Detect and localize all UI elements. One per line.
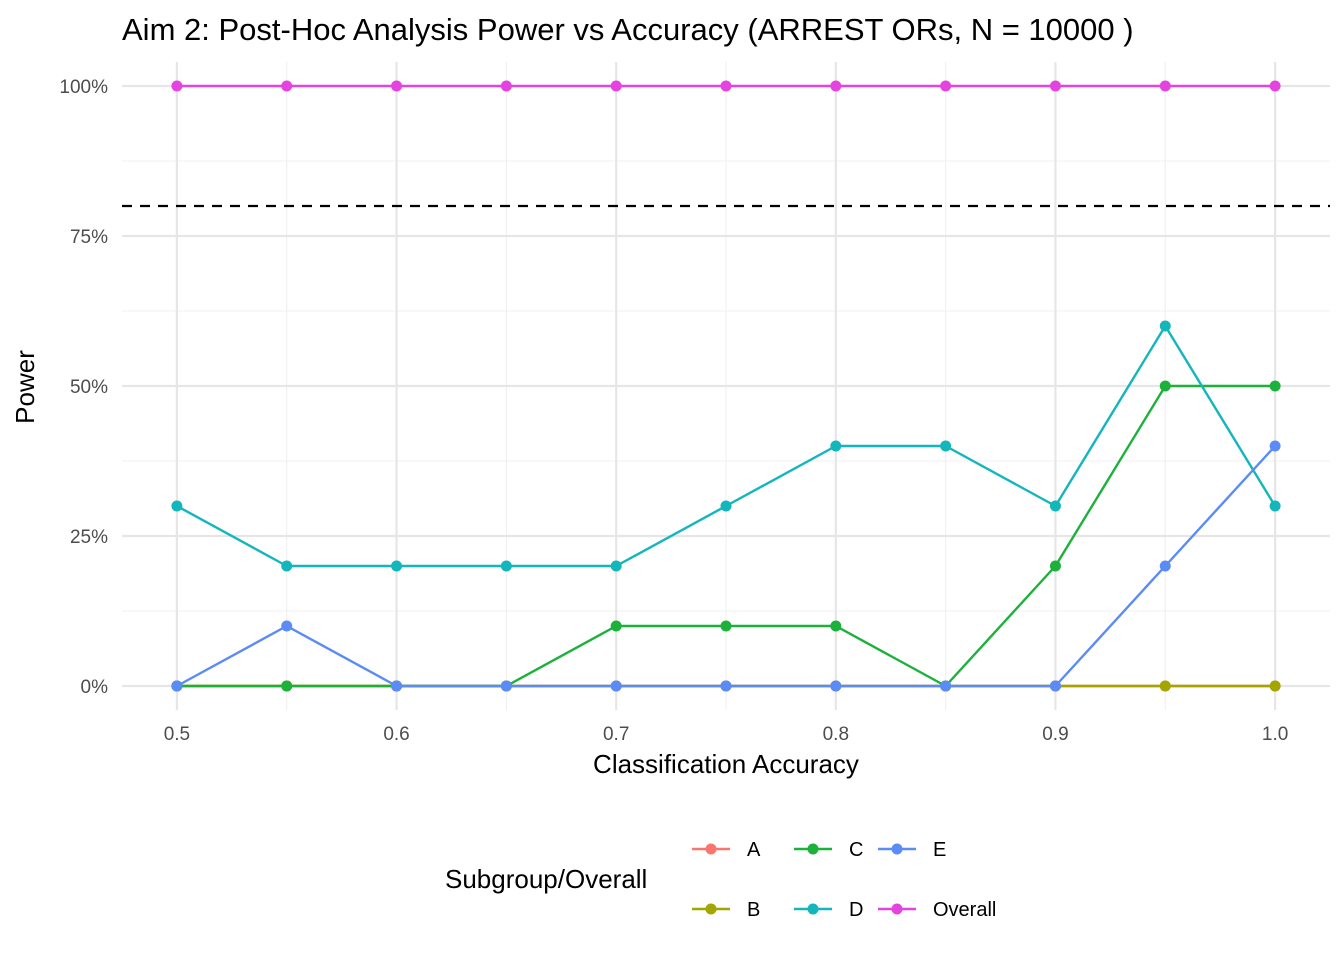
data-point-d <box>830 440 842 452</box>
y-tick-label: 75% <box>70 227 108 248</box>
series-group <box>171 80 1281 692</box>
data-point-d <box>281 560 293 572</box>
x-tick-label: 0.9 <box>1042 724 1068 745</box>
data-point-overall <box>281 80 293 92</box>
data-point-overall <box>720 80 732 92</box>
data-point-e <box>1269 440 1281 452</box>
legend-label: C <box>849 839 863 861</box>
data-point-e <box>1049 680 1061 692</box>
x-tick-label: 1.0 <box>1262 724 1288 745</box>
data-point-e <box>610 680 622 692</box>
series-e <box>171 440 1281 692</box>
legend-key-point <box>807 903 819 915</box>
major-gridlines <box>122 62 1330 710</box>
data-point-e <box>940 680 952 692</box>
data-point-d <box>500 560 512 572</box>
data-point-e <box>171 680 183 692</box>
data-point-overall <box>500 80 512 92</box>
y-tick-label: 25% <box>70 527 108 548</box>
legend-key-point <box>705 903 717 915</box>
data-point-d <box>1269 500 1281 512</box>
y-axis-title: Power <box>10 350 40 424</box>
data-point-d <box>1049 500 1061 512</box>
data-point-c <box>1269 380 1281 392</box>
data-point-e <box>1159 560 1171 572</box>
legend-key-point <box>891 843 903 855</box>
data-point-d <box>940 440 952 452</box>
series-d <box>171 320 1281 572</box>
y-tick-label: 0% <box>81 677 109 698</box>
legend-key-point <box>705 843 717 855</box>
data-point-d <box>391 560 403 572</box>
legend-label: E <box>933 839 946 861</box>
data-point-overall <box>610 80 622 92</box>
data-point-overall <box>1159 80 1171 92</box>
legend-item-e: E <box>878 839 946 861</box>
data-point-e <box>830 680 842 692</box>
data-point-c <box>1049 560 1061 572</box>
y-tick-labels: 0% 25% 50% 75% 100% <box>59 77 108 698</box>
data-point-e <box>720 680 732 692</box>
data-point-c <box>1159 380 1171 392</box>
series-overall <box>171 80 1281 92</box>
data-point-d <box>610 560 622 572</box>
data-point-c <box>830 620 842 632</box>
legend-label: B <box>747 899 760 921</box>
x-tick-label: 0.6 <box>383 724 409 745</box>
legend-item-a: A <box>692 839 761 861</box>
data-point-b <box>1269 680 1281 692</box>
data-point-overall <box>1049 80 1061 92</box>
data-point-overall <box>1269 80 1281 92</box>
x-tick-label: 0.8 <box>823 724 849 745</box>
legend-title: Subgroup/Overall <box>445 864 647 894</box>
y-tick-label: 100% <box>59 77 108 98</box>
data-point-c <box>720 620 732 632</box>
x-tick-label: 0.5 <box>164 724 190 745</box>
data-point-overall <box>830 80 842 92</box>
legend-label: Overall <box>933 899 996 921</box>
data-point-c <box>281 680 293 692</box>
x-axis-title: Classification Accuracy <box>593 749 859 779</box>
data-point-e <box>500 680 512 692</box>
legend-label: A <box>747 839 761 861</box>
data-point-overall <box>391 80 403 92</box>
legend-key-point <box>807 843 819 855</box>
legend-label: D <box>849 899 863 921</box>
x-tick-labels: 0.5 0.6 0.7 0.8 0.9 1.0 <box>164 724 1289 745</box>
legend-item-c: C <box>794 839 863 861</box>
data-point-d <box>171 500 183 512</box>
legend-item-d: D <box>794 899 863 921</box>
data-point-d <box>720 500 732 512</box>
x-tick-label: 0.7 <box>603 724 629 745</box>
data-point-d <box>1159 320 1171 332</box>
legend-item-overall: Overall <box>878 899 996 921</box>
data-point-e <box>281 620 293 632</box>
legend-key-point <box>891 903 903 915</box>
data-point-overall <box>171 80 183 92</box>
y-tick-label: 50% <box>70 377 108 398</box>
data-point-b <box>1159 680 1171 692</box>
data-point-e <box>391 680 403 692</box>
legend-item-b: B <box>692 899 760 921</box>
chart-title: Aim 2: Post-Hoc Analysis Power vs Accura… <box>122 12 1134 47</box>
legend: Subgroup/Overall A B C D E Overall <box>445 839 996 921</box>
data-point-c <box>610 620 622 632</box>
data-point-overall <box>940 80 952 92</box>
